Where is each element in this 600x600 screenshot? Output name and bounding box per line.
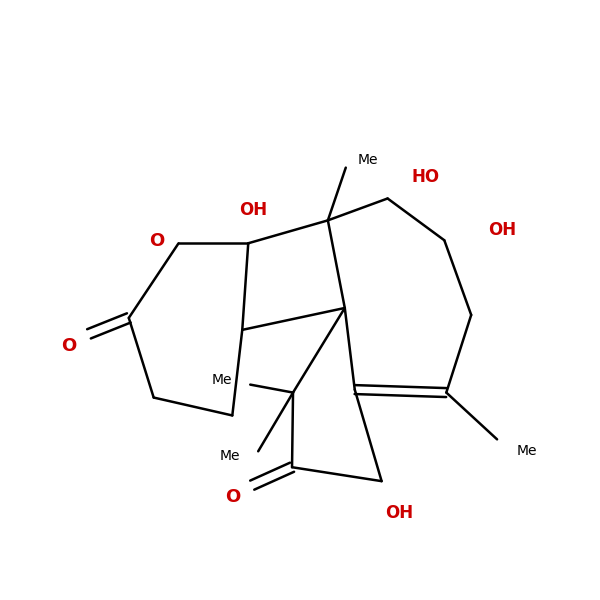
Text: Me: Me (220, 449, 241, 463)
Text: OH: OH (239, 202, 267, 220)
Text: Me: Me (358, 152, 378, 167)
Text: OH: OH (488, 221, 516, 239)
Text: HO: HO (412, 167, 439, 185)
Text: OH: OH (385, 504, 413, 522)
Text: O: O (224, 488, 240, 506)
Text: O: O (61, 337, 77, 355)
Text: Me: Me (212, 373, 233, 386)
Text: Me: Me (517, 444, 537, 458)
Text: O: O (149, 232, 164, 250)
